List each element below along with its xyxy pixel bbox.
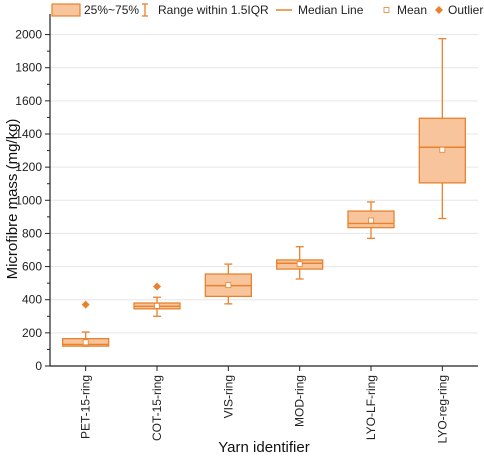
y-axis-title: Microfibre mass (mg/kg) [4, 119, 21, 280]
mean-marker [225, 282, 232, 289]
y-tick-label: 1000 [15, 193, 42, 207]
legend: 25%~75% Range within 1.5IQR Median Line Mea… [51, 3, 484, 17]
legend-label-median: Median Line [298, 3, 364, 17]
axes: 0 200 400 600 800 1000 1200 1400 1600 1800 2000 PET… [15, 14, 478, 443]
mean-marker [82, 339, 89, 346]
mean-marker [296, 261, 303, 267]
boxes [62, 38, 466, 347]
box-pet-15-ring [62, 300, 110, 347]
box-vis-ring [204, 263, 252, 305]
y-tick-label: 200 [22, 326, 42, 340]
y-tick-label: 400 [22, 293, 42, 307]
y-tick-label: 1200 [15, 160, 42, 174]
box-cot-15-ring [133, 282, 181, 317]
y-tick-label: 0 [35, 359, 42, 373]
iqr-box [418, 117, 466, 184]
x-axis-title: Yarn identifier [218, 439, 309, 456]
box-lyo-reg-ring [418, 38, 466, 220]
y-tick-label: 800 [22, 226, 42, 240]
y-tick-label: 1400 [15, 127, 42, 141]
legend-label-range: Range within 1.5IQR [158, 3, 269, 17]
x-tick-label: MOD-ring [293, 375, 307, 427]
x-tick-label: LYO-reg-ring [435, 375, 449, 443]
y-tick-label: 2000 [15, 28, 42, 42]
outlier-point [81, 300, 90, 309]
legend-swatch-box [51, 3, 81, 17]
legend-swatch-outlier [435, 6, 443, 14]
outlier-point [153, 282, 161, 291]
y-tick-label: 1800 [15, 61, 42, 75]
x-tick-label: LYO-LF-ring [364, 375, 378, 440]
y-tick-label: 1600 [15, 94, 42, 108]
mean-marker [154, 302, 160, 309]
box-mod-ring [276, 246, 324, 280]
legend-label-outliers: Outliers [448, 3, 484, 17]
x-tick-label: COT-15-ring [150, 375, 164, 441]
x-tick-label: PET-15-ring [79, 375, 93, 439]
legend-swatch-mean [383, 7, 390, 13]
y-tick-label: 600 [22, 260, 42, 274]
grid-lines [50, 34, 478, 334]
x-tick-label: VIS-ring [221, 375, 235, 418]
mean-marker [439, 146, 446, 153]
legend-label-box: 25%~75% [84, 3, 139, 17]
box-lyo-lf-ring [347, 201, 395, 240]
legend-label-mean: Mean [397, 3, 427, 17]
mean-marker [368, 217, 374, 224]
